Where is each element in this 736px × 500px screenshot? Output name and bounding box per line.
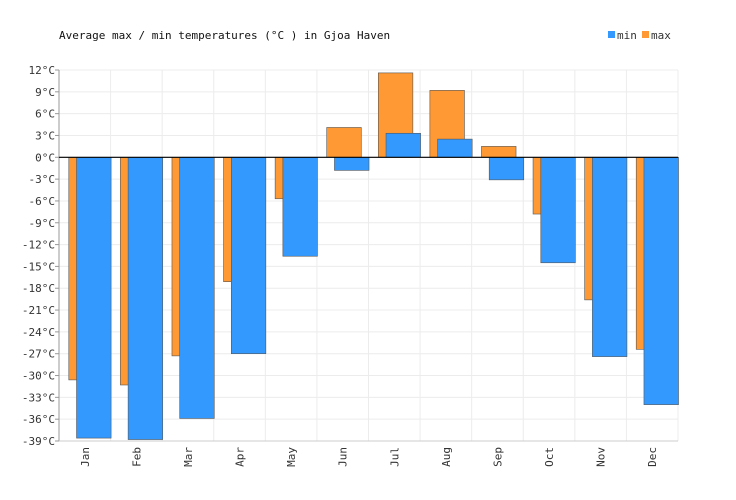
y-tick-label: -9°C [29, 217, 56, 230]
x-tick-label: Apr [234, 447, 247, 467]
legend: min max [608, 29, 671, 42]
bar-min [385, 132, 421, 158]
legend-swatch-min [608, 31, 615, 38]
bars [68, 72, 679, 440]
legend-label-max: max [651, 29, 671, 42]
y-tick-label: -21°C [22, 304, 55, 317]
bar-min [334, 156, 370, 171]
bar-min [127, 156, 163, 440]
y-tick-label: -6°C [29, 195, 56, 208]
bar-min [592, 156, 628, 357]
y-tick-label: -33°C [22, 391, 55, 404]
y-tick-label: -24°C [22, 326, 55, 339]
x-tick-label: Mar [182, 447, 195, 467]
x-tick-label: Oct [543, 447, 556, 467]
bar-max [326, 127, 362, 158]
bar-min [282, 156, 318, 257]
axes [58, 70, 678, 442]
y-tick-label: 9°C [35, 86, 55, 99]
y-tick-label: -12°C [22, 239, 55, 252]
x-tick-label: May [285, 447, 298, 467]
chart-title: Average max / min temperatures (°C ) in … [59, 29, 390, 42]
bar-min [643, 156, 679, 405]
x-tick-label: Jul [388, 447, 401, 467]
y-axis-ticks: 12°C 9°C 6°C 3°C 0°C -3°C -6°C -9°C -12°C -15°C -1… [22, 64, 59, 448]
y-tick-label: 6°C [35, 108, 55, 121]
y-tick-label: -30°C [22, 370, 55, 383]
bar-min [540, 156, 576, 264]
y-tick-label: -3°C [29, 173, 56, 186]
y-tick-label: -15°C [22, 260, 55, 273]
y-tick-label: -39°C [22, 435, 55, 448]
y-tick-label: -36°C [22, 413, 55, 426]
bar-min [488, 156, 525, 181]
x-tick-label: Dec [646, 447, 659, 467]
y-tick-label: -18°C [22, 282, 55, 295]
x-tick-label: Feb [130, 447, 143, 467]
x-tick-label: Aug [440, 447, 453, 467]
x-tick-label: Jun [337, 447, 350, 467]
bar-min [76, 156, 112, 439]
x-tick-label: Nov [595, 447, 608, 467]
x-tick-label: Sep [491, 447, 504, 467]
bar-min [230, 156, 267, 355]
bar-min [437, 138, 473, 158]
y-tick-label: 0°C [35, 151, 55, 164]
x-axis-ticks: Jan Feb Mar Apr May Jun Jul Aug Sep Oct Nov Dec [79, 447, 659, 467]
y-tick-label: 12°C [29, 64, 56, 77]
legend-label-min: min [617, 29, 637, 42]
x-tick-label: Jan [79, 447, 92, 467]
y-tick-label: -27°C [22, 348, 55, 361]
bar-max [481, 146, 517, 158]
legend-swatch-max [642, 31, 649, 38]
bar-min [179, 156, 215, 419]
y-tick-label: 3°C [35, 129, 55, 142]
